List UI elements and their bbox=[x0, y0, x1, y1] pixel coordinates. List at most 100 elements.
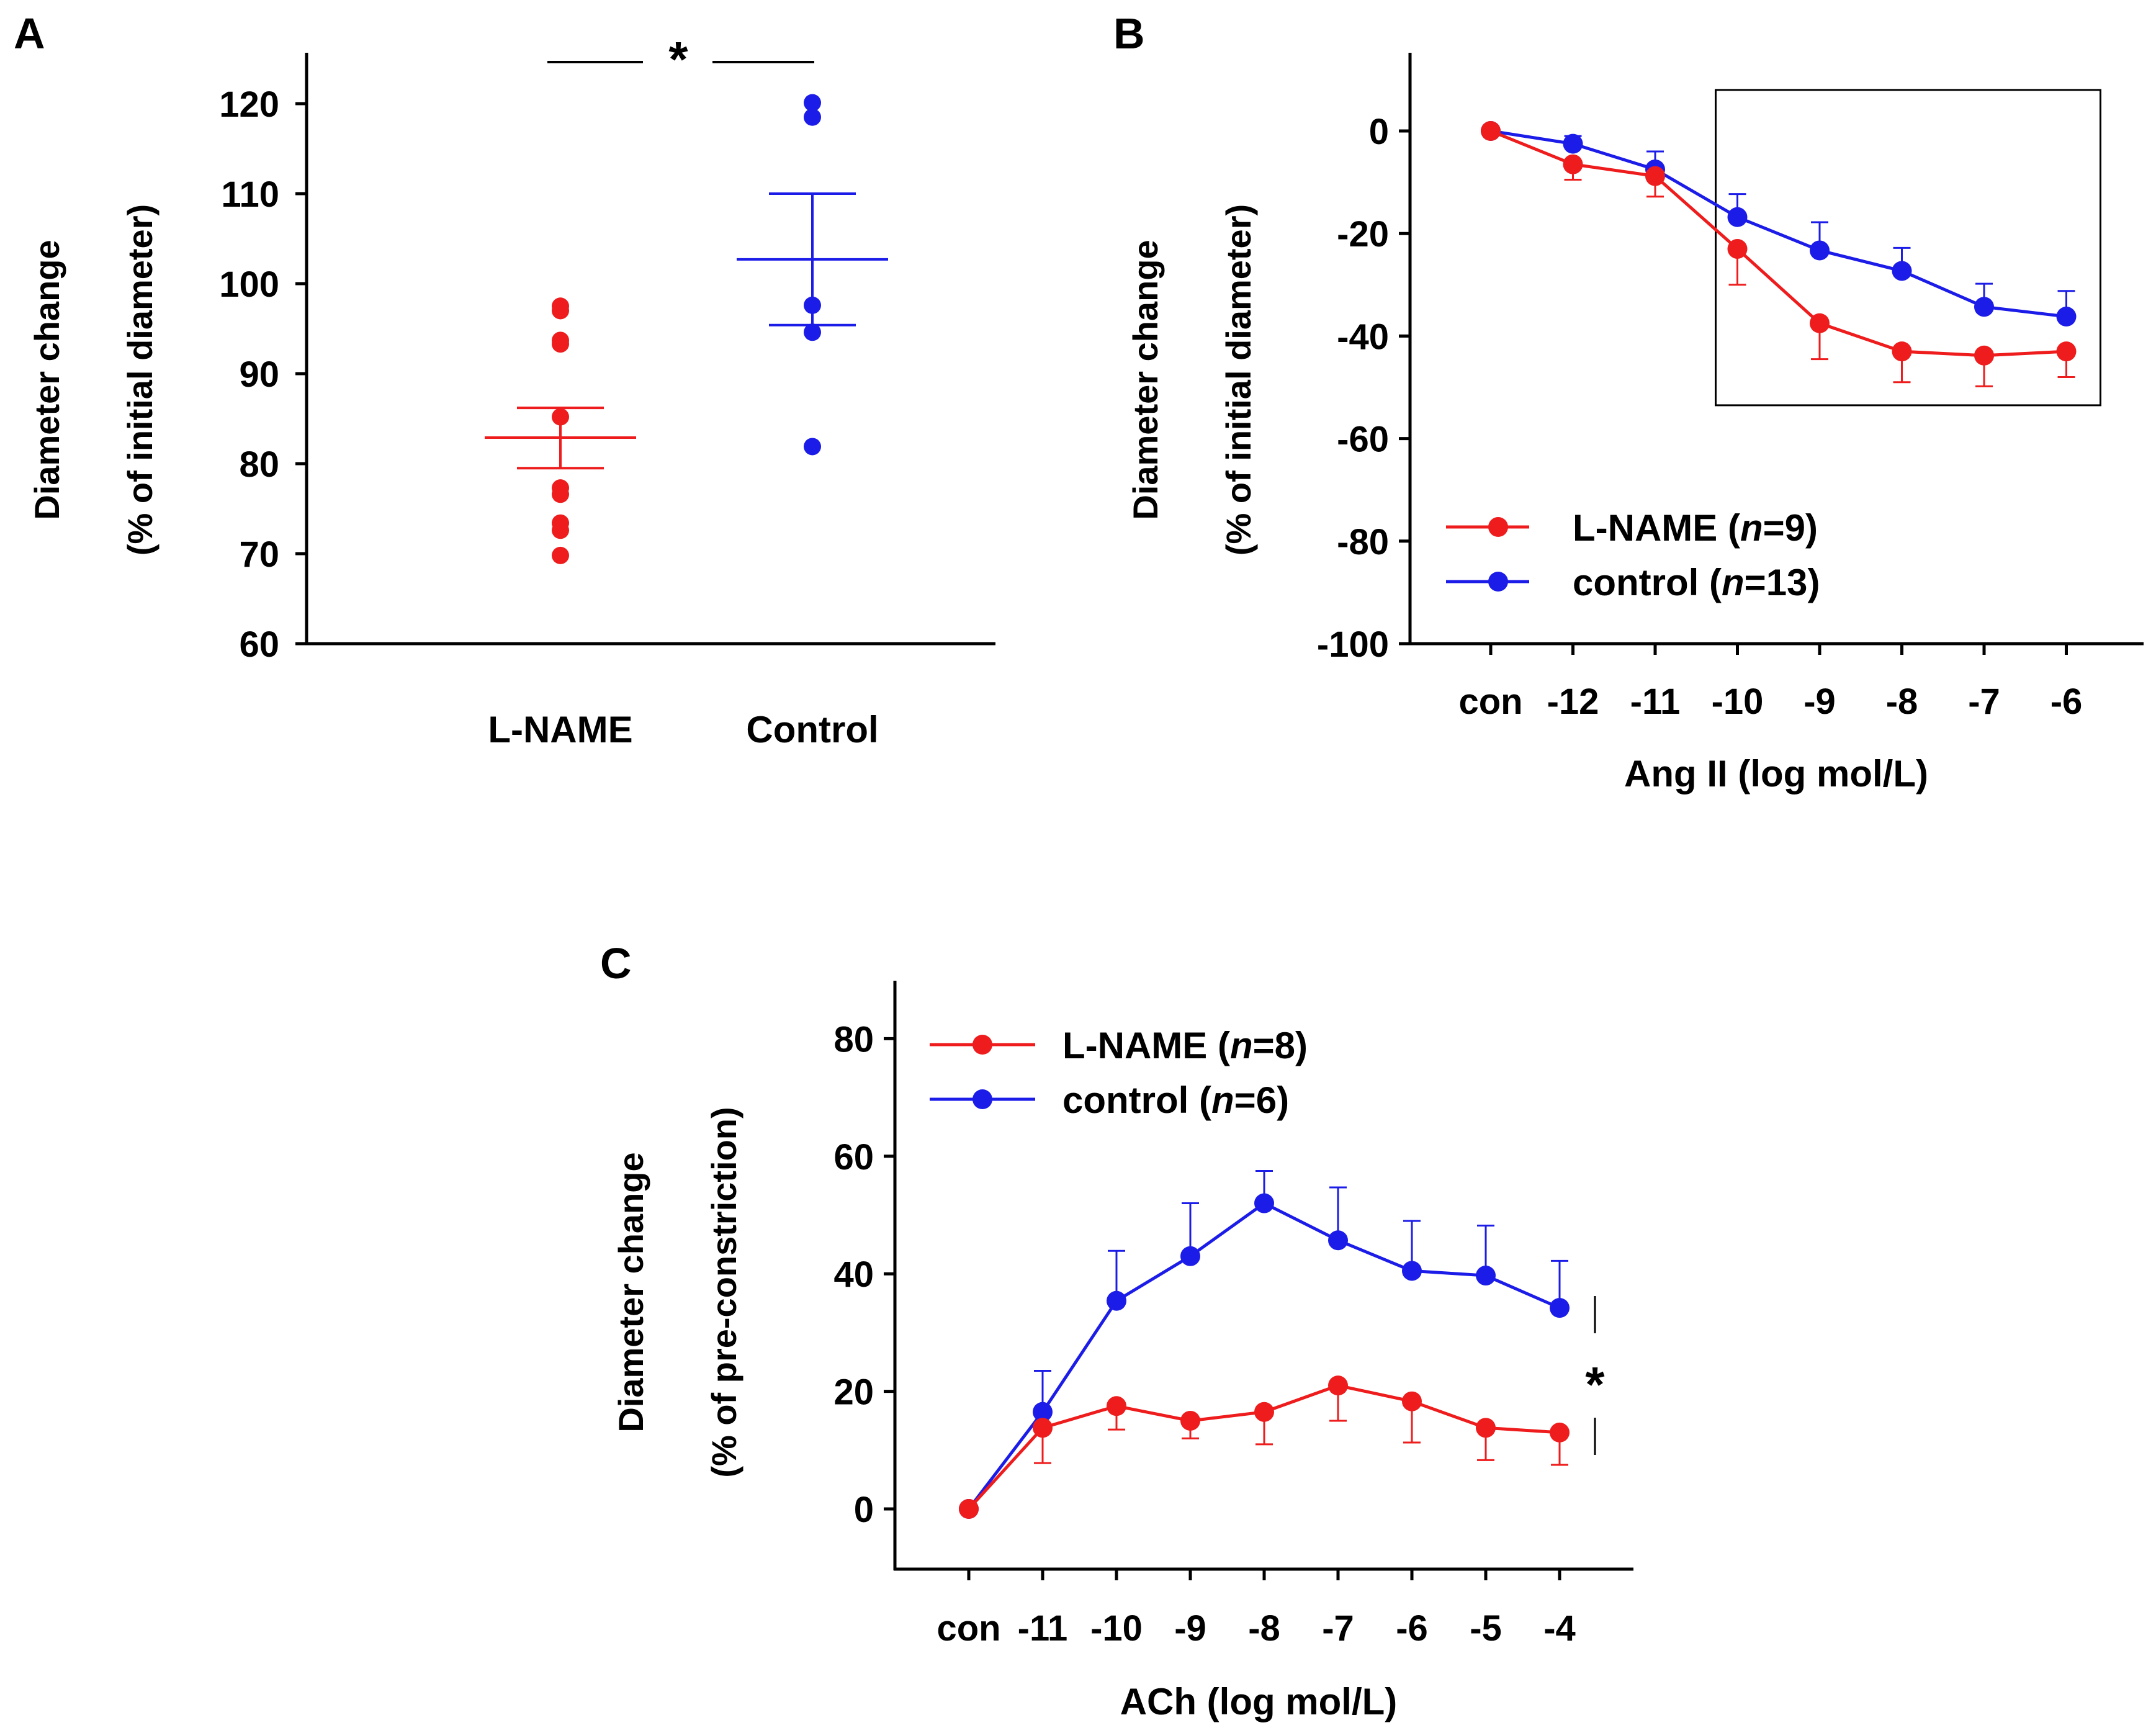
panel-c-lname-point bbox=[1107, 1396, 1126, 1416]
panel-c-legend-lname-marker bbox=[972, 1035, 992, 1055]
panel-c-x-tick-label: con bbox=[937, 1608, 1000, 1649]
panel-b-legend-n-symbol-2: n bbox=[1722, 562, 1745, 603]
panel-a-y-tick-label: 110 bbox=[221, 174, 279, 215]
panel-c-significance-star: * bbox=[1585, 1357, 1605, 1412]
panel-b-control-point bbox=[1892, 261, 1912, 281]
panel-a-lname-point bbox=[552, 546, 569, 564]
panel-b-x-tick-label: con bbox=[1458, 682, 1522, 722]
panel-c-y-tick-label: 0 bbox=[854, 1490, 874, 1530]
panel-c-control-point bbox=[1328, 1230, 1348, 1251]
panel-a-y-tick-label: 120 bbox=[219, 84, 279, 125]
panel-a-control-point bbox=[804, 323, 821, 341]
panel-c-control-point bbox=[1033, 1402, 1053, 1422]
panel-b-lname-point bbox=[1727, 238, 1748, 259]
panel-b-x-tick-label: -12 bbox=[1547, 682, 1599, 722]
panel-a: A * Diameter change (% of initial diamet… bbox=[14, 9, 995, 750]
panel-a-control-point bbox=[804, 438, 821, 456]
panel-c-lname-point bbox=[959, 1499, 979, 1519]
panel-a-ylabel-line1: Diameter change bbox=[27, 240, 66, 520]
panel-c-control-point bbox=[1476, 1266, 1496, 1286]
panel-a-lname-point bbox=[552, 302, 569, 320]
panel-c-ylabel: Diameter change (% of pre-constriction) bbox=[611, 1107, 743, 1477]
panel-b-x-tick-label: -6 bbox=[2050, 682, 2083, 722]
panel-b-lname-point bbox=[2056, 341, 2077, 362]
panel-c-lname-point bbox=[1550, 1422, 1570, 1443]
panel-b-control-point bbox=[1727, 207, 1748, 227]
panel-c-x-tick-label: -6 bbox=[1396, 1608, 1428, 1649]
panel-b-highlight-box bbox=[1715, 89, 2101, 407]
panel-c-lname-point bbox=[1180, 1410, 1200, 1431]
panel-a-category-control: Control bbox=[746, 709, 878, 750]
panel-a-y-tick-label: 100 bbox=[219, 264, 279, 305]
panel-b-control-point bbox=[2056, 307, 2077, 327]
panel-b-x-tick-label: -10 bbox=[1712, 682, 1764, 722]
panel-b-legend-lname-label: L-NAME (n=9) bbox=[1573, 507, 1818, 549]
panel-b-lname-point bbox=[1974, 345, 1994, 366]
panel-b-control-point bbox=[1810, 240, 1830, 261]
panel-c-legend-control-label: control (n=6) bbox=[1062, 1079, 1289, 1121]
panel-c-control-line bbox=[968, 1201, 1561, 1510]
panel-b-legend-n-symbol: n bbox=[1740, 507, 1763, 549]
panel-a-y-tick-label: 70 bbox=[239, 534, 279, 575]
panel-a-category-lname: L-NAME bbox=[488, 709, 632, 750]
panel-a-control-point bbox=[804, 108, 821, 126]
panel-c-lname-point bbox=[1476, 1418, 1496, 1438]
panel-c-legend-n-symbol: n bbox=[1230, 1025, 1253, 1066]
panel-c-x-tick-label: -11 bbox=[1018, 1608, 1068, 1649]
panel-a-lname-point bbox=[552, 335, 569, 353]
panel-b-y-tick-label: -100 bbox=[1317, 624, 1389, 665]
panel-c-x-tick-label: -7 bbox=[1322, 1608, 1354, 1649]
panel-b-y-tick-label: -40 bbox=[1337, 317, 1389, 357]
panel-c-control-point bbox=[1180, 1246, 1200, 1266]
panel-a-lname-point bbox=[552, 485, 569, 503]
panel-c-x-tick-label: -9 bbox=[1174, 1608, 1206, 1649]
panel-c-lname-point bbox=[1033, 1418, 1053, 1438]
panel-a-significance-star: * bbox=[668, 32, 688, 87]
panel-a-y-tick-label: 60 bbox=[239, 624, 279, 665]
panel-b: B Diameter change (% of initial diameter… bbox=[1113, 9, 2144, 794]
panel-c-control-point bbox=[1254, 1193, 1274, 1213]
panel-a-control-point bbox=[804, 94, 821, 112]
panel-b-lname-point bbox=[1645, 166, 1665, 186]
panel-b-legend-control-marker bbox=[1488, 572, 1508, 592]
panel-c-control-point bbox=[1550, 1298, 1570, 1318]
panel-c-ylabel-line1: Diameter change bbox=[611, 1152, 650, 1432]
panel-c-lname-point bbox=[1328, 1375, 1348, 1396]
panel-a-letter: A bbox=[14, 9, 45, 58]
panel-c-x-tick-label: -8 bbox=[1248, 1608, 1280, 1649]
panel-b-legend-control-n: 13 bbox=[1766, 562, 1808, 603]
panel-c-lname-point bbox=[1254, 1402, 1274, 1422]
panel-b-letter: B bbox=[1113, 9, 1145, 58]
panel-b-lname-line bbox=[1490, 129, 2067, 358]
panel-c-legend-lname-n: 8 bbox=[1275, 1025, 1295, 1066]
panel-c-legend-control-n: 6 bbox=[1256, 1079, 1277, 1121]
panel-c-legend-control-name: control bbox=[1062, 1079, 1188, 1121]
panel-b-legend-lname-marker bbox=[1488, 517, 1508, 537]
panel-c-legend-n-symbol-2: n bbox=[1211, 1079, 1234, 1121]
panel-c-xlabel: ACh (log mol/L) bbox=[1120, 1681, 1398, 1722]
panel-c-y-tick-label: 20 bbox=[833, 1372, 874, 1413]
panel-b-legend-control-name: control bbox=[1573, 562, 1699, 603]
panel-b-xlabel: Ang II (log mol/L) bbox=[1624, 753, 1928, 794]
panel-b-x-tick-label: -9 bbox=[1803, 682, 1836, 722]
panel-b-control-line bbox=[1490, 129, 2067, 318]
panel-b-ylabel-line2: (% of initial diameter) bbox=[1219, 204, 1258, 556]
panel-c-x-tick-label: -4 bbox=[1543, 1608, 1576, 1649]
panel-b-y-tick-label: 0 bbox=[1369, 112, 1389, 152]
panel-c-y-tick-label: 60 bbox=[833, 1137, 874, 1177]
panel-b-ylabel: Diameter change (% of initial diameter) bbox=[1126, 204, 1258, 556]
panel-c-y-tick-label: 80 bbox=[833, 1019, 874, 1060]
panel-b-lname-point bbox=[1481, 121, 1501, 141]
panel-b-x-tick-label: -7 bbox=[1968, 682, 2000, 722]
panel-a-y-tick-label: 90 bbox=[239, 354, 279, 395]
panel-c-lname-point bbox=[1402, 1391, 1422, 1411]
panel-c-letter: C bbox=[600, 939, 632, 988]
panel-b-x-tick-label: -11 bbox=[1630, 682, 1681, 722]
panel-b-control-point bbox=[1563, 133, 1583, 154]
panel-c-legend-control-marker bbox=[972, 1089, 992, 1109]
panel-b-ylabel-line1: Diameter change bbox=[1126, 240, 1165, 520]
panel-b-lname-point bbox=[1810, 313, 1830, 333]
panel-c-y-tick-label: 40 bbox=[833, 1254, 874, 1295]
panel-b-lname-point bbox=[1563, 154, 1583, 174]
